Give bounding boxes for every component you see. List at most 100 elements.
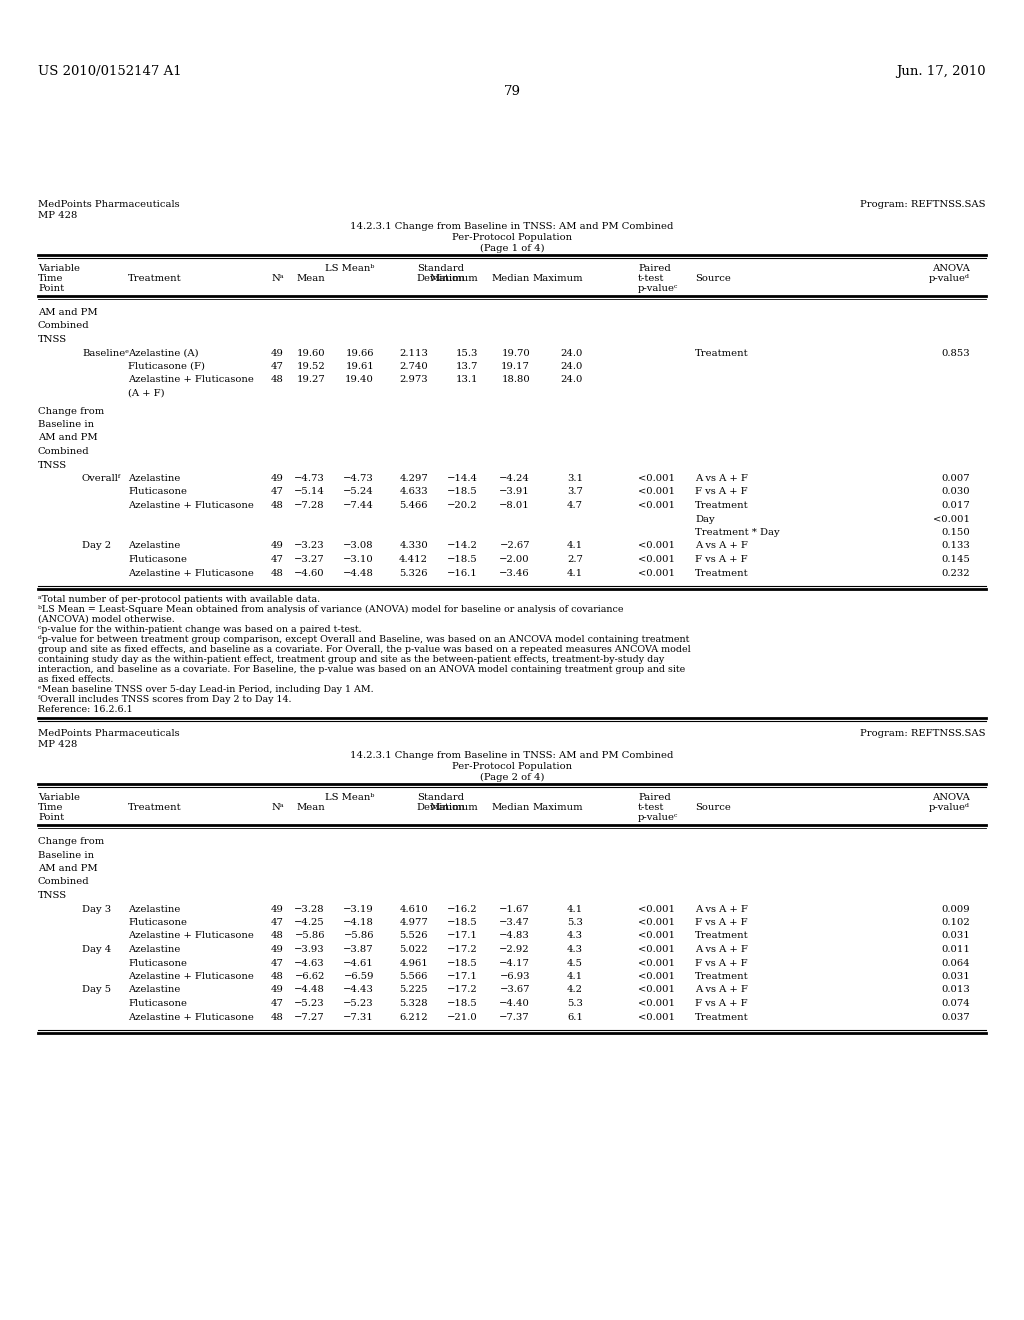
- Text: Day: Day: [695, 515, 715, 524]
- Text: 0.074: 0.074: [941, 999, 970, 1008]
- Text: Standard: Standard: [418, 793, 465, 803]
- Text: 19.27: 19.27: [296, 375, 325, 384]
- Text: 19.60: 19.60: [296, 348, 325, 358]
- Text: Azelastine + Fluticasone: Azelastine + Fluticasone: [128, 1012, 254, 1022]
- Text: −4.73: −4.73: [343, 474, 374, 483]
- Text: Paired: Paired: [638, 793, 671, 803]
- Text: F vs A + F: F vs A + F: [695, 999, 748, 1008]
- Text: 4.5: 4.5: [567, 958, 583, 968]
- Text: <0.001: <0.001: [933, 515, 970, 524]
- Text: Paired: Paired: [638, 264, 671, 273]
- Text: Point: Point: [38, 813, 65, 822]
- Text: −3.10: −3.10: [343, 554, 374, 564]
- Text: −4.18: −4.18: [343, 917, 374, 927]
- Text: LS Meanᵇ: LS Meanᵇ: [325, 264, 374, 273]
- Text: A vs A + F: A vs A + F: [695, 945, 748, 954]
- Text: Fluticasone (F): Fluticasone (F): [128, 362, 205, 371]
- Text: 0.013: 0.013: [941, 986, 970, 994]
- Text: Day 4: Day 4: [82, 945, 112, 954]
- Text: −5.23: −5.23: [343, 999, 374, 1008]
- Text: <0.001: <0.001: [638, 904, 675, 913]
- Text: −4.60: −4.60: [294, 569, 325, 578]
- Text: 4.1: 4.1: [567, 972, 583, 981]
- Text: 47: 47: [271, 999, 284, 1008]
- Text: −14.2: −14.2: [447, 541, 478, 550]
- Text: 4.1: 4.1: [567, 904, 583, 913]
- Text: 0.232: 0.232: [941, 569, 970, 578]
- Text: 49: 49: [271, 904, 284, 913]
- Text: 5.225: 5.225: [399, 986, 428, 994]
- Text: 48: 48: [271, 375, 284, 384]
- Text: (Page 1 of 4): (Page 1 of 4): [479, 244, 545, 253]
- Text: MP 428: MP 428: [38, 741, 78, 748]
- Text: 47: 47: [271, 554, 284, 564]
- Text: Azelastine + Fluticasone: Azelastine + Fluticasone: [128, 932, 254, 940]
- Text: 0.011: 0.011: [941, 945, 970, 954]
- Text: −3.87: −3.87: [343, 945, 374, 954]
- Text: <0.001: <0.001: [638, 945, 675, 954]
- Text: Treatment: Treatment: [128, 803, 181, 812]
- Text: −4.43: −4.43: [343, 986, 374, 994]
- Text: Maximum: Maximum: [532, 275, 583, 282]
- Text: Azelastine + Fluticasone: Azelastine + Fluticasone: [128, 972, 254, 981]
- Text: A vs A + F: A vs A + F: [695, 904, 748, 913]
- Text: −16.1: −16.1: [447, 569, 478, 578]
- Text: ᶠOverall includes TNSS scores from Day 2 to Day 14.: ᶠOverall includes TNSS scores from Day 2…: [38, 696, 292, 704]
- Text: −4.73: −4.73: [294, 474, 325, 483]
- Text: <0.001: <0.001: [638, 958, 675, 968]
- Text: Treatment: Treatment: [695, 1012, 749, 1022]
- Text: Day 3: Day 3: [82, 904, 112, 913]
- Text: Variable: Variable: [38, 793, 80, 803]
- Text: −3.08: −3.08: [343, 541, 374, 550]
- Text: t-test: t-test: [638, 275, 665, 282]
- Text: Maximum: Maximum: [532, 803, 583, 812]
- Text: Day 5: Day 5: [82, 986, 112, 994]
- Text: Nᵃ: Nᵃ: [271, 803, 284, 812]
- Text: 4.961: 4.961: [399, 958, 428, 968]
- Text: −7.31: −7.31: [343, 1012, 374, 1022]
- Text: <0.001: <0.001: [638, 1012, 675, 1022]
- Text: 5.022: 5.022: [399, 945, 428, 954]
- Text: containing study day as the within-patient effect, treatment group and site as t: containing study day as the within-patie…: [38, 655, 665, 664]
- Text: Azelastine: Azelastine: [128, 541, 180, 550]
- Text: 49: 49: [271, 986, 284, 994]
- Text: −3.28: −3.28: [294, 904, 325, 913]
- Text: −5.24: −5.24: [343, 487, 374, 496]
- Text: Fluticasone: Fluticasone: [128, 917, 187, 927]
- Text: 4.610: 4.610: [399, 904, 428, 913]
- Text: 48: 48: [271, 502, 284, 510]
- Text: −20.2: −20.2: [447, 502, 478, 510]
- Text: 24.0: 24.0: [560, 348, 583, 358]
- Text: F vs A + F: F vs A + F: [695, 917, 748, 927]
- Text: Treatment * Day: Treatment * Day: [695, 528, 779, 537]
- Text: 5.326: 5.326: [399, 569, 428, 578]
- Text: Program: REFTNSS.SAS: Program: REFTNSS.SAS: [860, 201, 986, 209]
- Text: −4.48: −4.48: [343, 569, 374, 578]
- Text: p-valueᵈ: p-valueᵈ: [929, 803, 970, 812]
- Text: US 2010/0152147 A1: US 2010/0152147 A1: [38, 65, 181, 78]
- Text: −2.00: −2.00: [500, 554, 530, 564]
- Text: A vs A + F: A vs A + F: [695, 474, 748, 483]
- Text: p-valueᵈ: p-valueᵈ: [929, 275, 970, 282]
- Text: −7.27: −7.27: [294, 1012, 325, 1022]
- Text: −17.2: −17.2: [447, 986, 478, 994]
- Text: Azelastine + Fluticasone: Azelastine + Fluticasone: [128, 375, 254, 384]
- Text: −4.24: −4.24: [499, 474, 530, 483]
- Text: Fluticasone: Fluticasone: [128, 554, 187, 564]
- Text: 4.1: 4.1: [567, 541, 583, 550]
- Text: 0.133: 0.133: [941, 541, 970, 550]
- Text: Jun. 17, 2010: Jun. 17, 2010: [896, 65, 986, 78]
- Text: <0.001: <0.001: [638, 474, 675, 483]
- Text: AM and PM: AM and PM: [38, 433, 97, 442]
- Text: 19.52: 19.52: [296, 362, 325, 371]
- Text: −3.46: −3.46: [500, 569, 530, 578]
- Text: 0.007: 0.007: [941, 474, 970, 483]
- Text: 19.70: 19.70: [502, 348, 530, 358]
- Text: 48: 48: [271, 972, 284, 981]
- Text: ᵃTotal number of per-protocol patients with available data.: ᵃTotal number of per-protocol patients w…: [38, 595, 321, 605]
- Text: p-valueᶜ: p-valueᶜ: [638, 813, 678, 822]
- Text: 13.7: 13.7: [456, 362, 478, 371]
- Text: 13.1: 13.1: [456, 375, 478, 384]
- Text: −4.63: −4.63: [294, 958, 325, 968]
- Text: Time: Time: [38, 803, 63, 812]
